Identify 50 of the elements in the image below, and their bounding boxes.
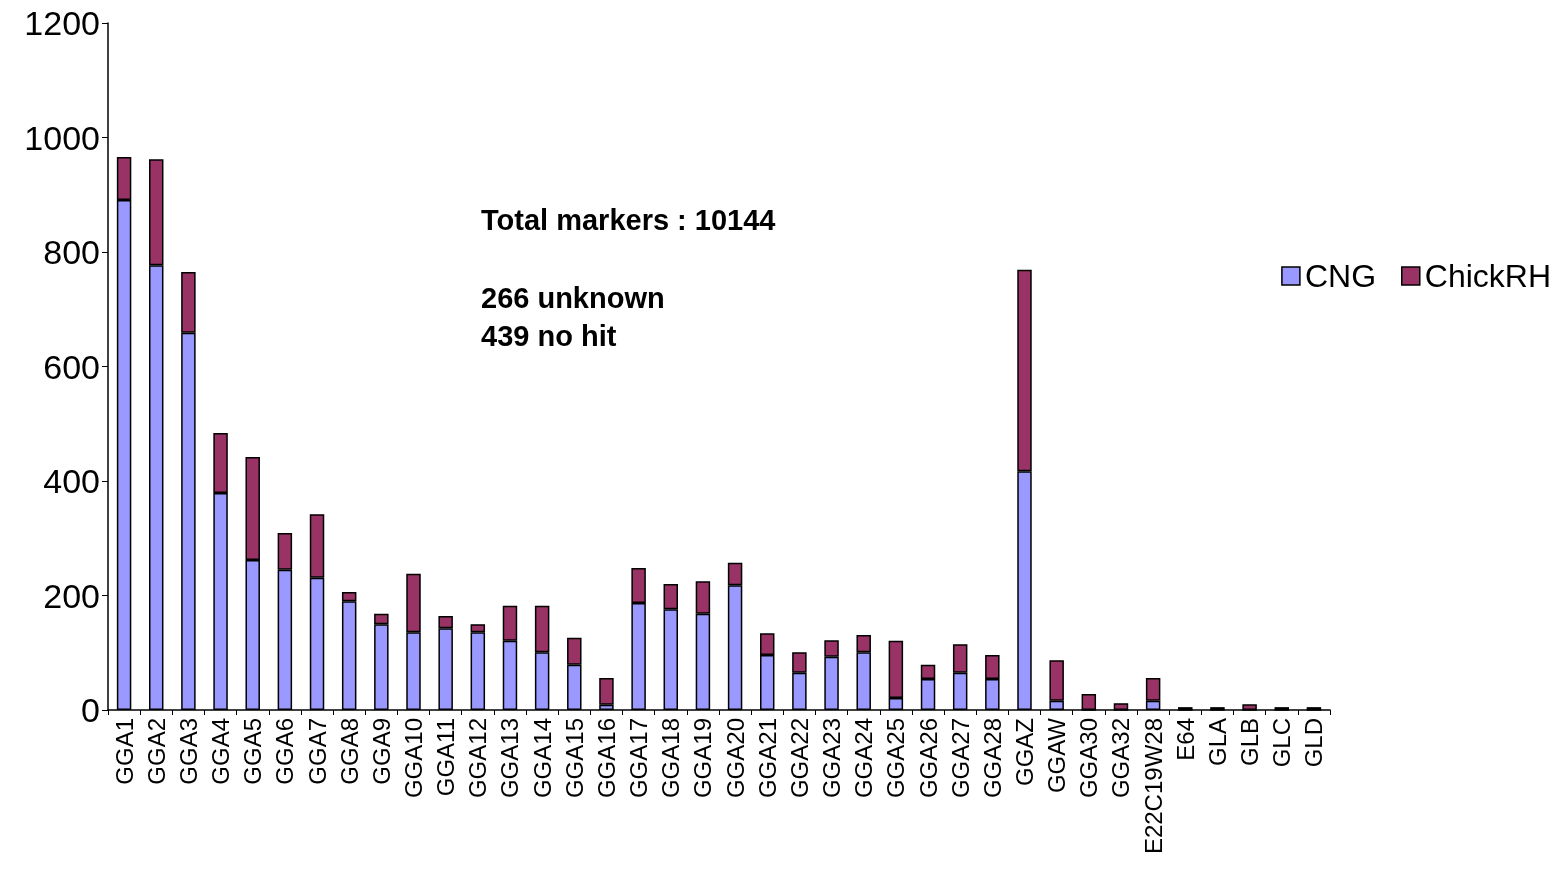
y-tick-label: 400 bbox=[43, 462, 100, 500]
y-tick-label: 1200 bbox=[24, 4, 100, 42]
x-tick-label: GGA30 bbox=[1075, 718, 1103, 799]
x-tick-label: GGA17 bbox=[625, 718, 653, 799]
y-tick-label: 1000 bbox=[24, 118, 100, 157]
annotation: 266 unknown bbox=[481, 281, 665, 314]
x-tick-label: GLD bbox=[1300, 718, 1328, 768]
x-tick-label: GGA13 bbox=[496, 718, 524, 799]
x-tick-label: GGA27 bbox=[946, 718, 974, 799]
x-tick-label: GLB bbox=[1236, 718, 1264, 767]
x-tick-label: GGA14 bbox=[528, 718, 556, 799]
x-tick-label: GGA16 bbox=[592, 718, 620, 799]
x-tick-label: GGA8 bbox=[335, 718, 363, 785]
legend-label: ChickRH bbox=[1424, 258, 1551, 294]
x-tick-label: GGA21 bbox=[753, 718, 781, 799]
annotation: Total markers : 10144 bbox=[481, 203, 776, 236]
x-tick-label: GGA18 bbox=[657, 718, 685, 799]
y-tick-label: 0 bbox=[81, 691, 100, 729]
x-tick-label: GGA10 bbox=[400, 718, 427, 799]
x-tick-label: GGA24 bbox=[850, 718, 878, 799]
x-tick-label: GGA25 bbox=[882, 718, 910, 799]
x-tick-label: GGA22 bbox=[785, 718, 813, 799]
x-tick-label: GGA32 bbox=[1107, 718, 1135, 799]
x-tick-label: GGA26 bbox=[914, 718, 942, 799]
x-tick-label: GGA2 bbox=[142, 718, 170, 785]
x-tick-label: GGA4 bbox=[207, 718, 235, 785]
x-tick-label: GGAW bbox=[1043, 717, 1071, 794]
x-tick-label: E64 bbox=[1171, 718, 1199, 761]
y-tick-label: 600 bbox=[43, 347, 100, 386]
y-tick-label: 800 bbox=[43, 233, 100, 271]
x-tick-label: GGA9 bbox=[367, 718, 395, 785]
x-tick-label: E22C19W28 bbox=[1139, 718, 1167, 855]
x-tick-label: GGA15 bbox=[560, 718, 588, 799]
y-tick-label: 200 bbox=[43, 576, 100, 615]
x-tick-label: GGA12 bbox=[464, 718, 492, 799]
x-tick-label: GGA3 bbox=[174, 718, 202, 785]
x-tick-label: GLA bbox=[1203, 718, 1231, 767]
legend-label: CNG bbox=[1304, 258, 1377, 294]
x-tick-label: GGA28 bbox=[978, 718, 1006, 799]
annotation: 439 no hit bbox=[481, 319, 617, 352]
x-tick-label: GGA11 bbox=[432, 718, 460, 797]
x-tick-label: GGA1 bbox=[110, 718, 138, 785]
x-tick-label: GGA5 bbox=[239, 718, 267, 785]
x-tick-label: GGAZ bbox=[1011, 718, 1038, 787]
x-tick-label: GGA19 bbox=[689, 718, 717, 799]
x-tick-label: GLC bbox=[1268, 718, 1296, 768]
x-tick-label: GGA7 bbox=[303, 718, 331, 785]
x-tick-label: GGA6 bbox=[271, 718, 299, 785]
x-tick-label: GGA23 bbox=[818, 718, 846, 799]
x-tick-label: GGA20 bbox=[721, 718, 749, 799]
